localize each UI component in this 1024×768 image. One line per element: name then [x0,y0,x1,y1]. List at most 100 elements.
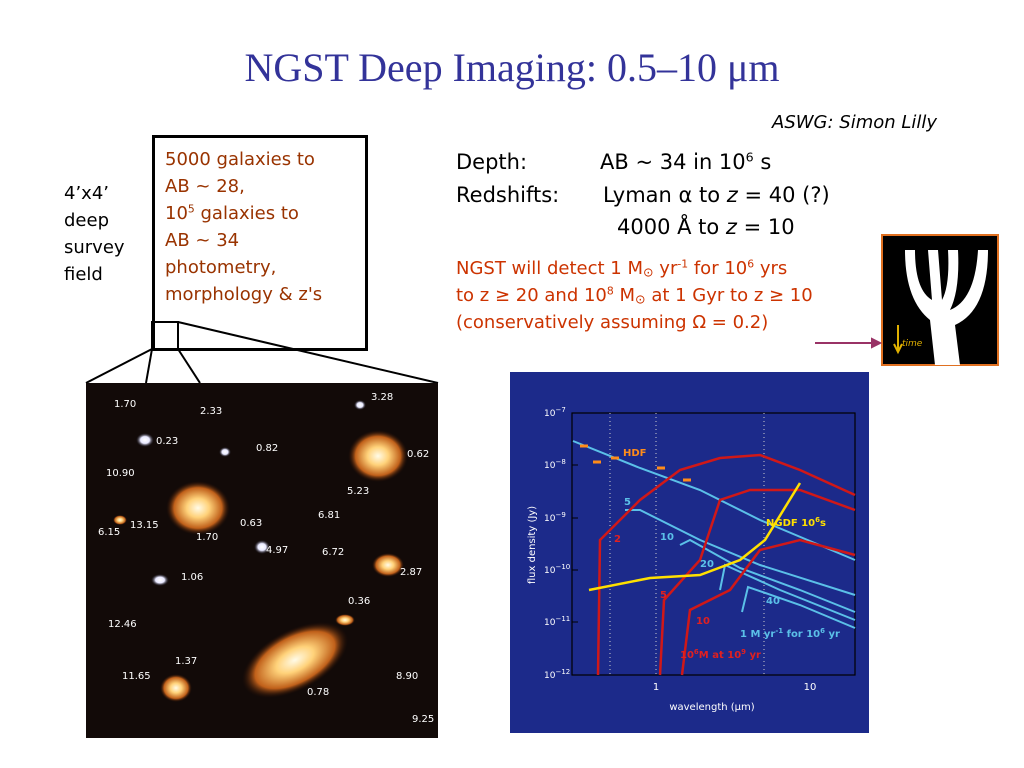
detection-line: (conservatively assuming Ω = 0.2) [456,312,769,333]
box-line: AB ~ 34 [165,230,240,251]
info-box [152,135,368,351]
redshift-label: 4.97 [266,545,288,556]
box-text: 5000 galaxies to AB ~ 28, 105 galaxies t… [165,146,322,308]
y-axis-label: flux density (Jy) [527,506,538,584]
hdf-label: HDF [623,448,647,459]
redshift-label: 8.90 [396,671,418,682]
text: yrs [754,258,788,279]
redshift-label: 13.15 [130,520,159,531]
pointer-arrow [815,337,883,349]
depth-label: Depth: [456,150,528,174]
x-tick-label: 10 [804,682,817,693]
text-part: for 10 [783,629,820,640]
sup: -1 [677,257,689,271]
redshift-label: 0.62 [407,449,429,460]
box-line: 5000 galaxies to [165,149,315,170]
plot-label: 10−9 [544,511,566,524]
text-part: −7 [555,406,565,414]
redshift-label: 2.33 [200,406,222,417]
redshift-line: Lyman α to z = 40 (?) [603,183,830,207]
x-axis-label: wavelength (μm) [669,702,754,713]
plot-label: 10−10 [544,563,570,576]
text: at 1 Gyr to z ≥ 10 [645,285,813,306]
text-part: 10 [544,671,556,681]
redshift-label: 12.46 [108,619,137,630]
redshifts-label: Redshifts: [456,183,560,207]
red-label: 10 [696,616,710,627]
sup: 6 [745,149,754,165]
sup: 6 [747,257,755,271]
blue-label: 10 [660,532,674,543]
field-line: survey [64,237,125,258]
text: z [725,215,737,239]
redshift-label: 6.15 [98,527,120,538]
text-part: NGDF 10 [766,518,815,529]
text-part: yr [746,650,761,661]
text-part: −9 [555,511,565,519]
plot-label: 10−11 [544,615,570,628]
text-part: yr [825,629,840,640]
text: α [678,183,693,207]
redshift-label: 1.70 [196,532,218,543]
text-part: 10 [544,409,556,419]
plot-label: 106M at 109 yr [680,648,761,661]
redshift-line: 4000 Å to z = 10 [617,215,795,239]
redshift-label: 3.28 [371,392,393,403]
sup: 8 [606,284,614,298]
box-line: AB ~ 28, [165,176,245,197]
depth-value: AB ~ 34 in 106 s [600,150,771,174]
text: Lyman [603,183,679,207]
redshift-label: 0.63 [240,518,262,529]
text: 10 [165,203,188,224]
plot-label: 1 M yr-1 for 106 yr [740,627,840,640]
redshift-label: 6.72 [322,547,344,558]
blue-label: 20 [700,559,714,570]
text: galaxies to [194,203,299,224]
time-icon: time [881,234,999,366]
redshift-label: 0.82 [256,443,278,454]
galaxy-image: 1.70 2.33 3.28 0.23 0.82 0.62 10.90 5.23 6.81 6.1… [86,383,438,738]
text-part: 9 [741,648,746,656]
redshift-label: 1.06 [181,572,203,583]
text: 4000 Å to [617,215,726,239]
redshift-label: 0.23 [156,436,178,447]
text-part: s [820,518,826,529]
text: s [753,150,772,174]
field-line: field [64,264,103,285]
text: yr [653,258,678,279]
text: for 10 [688,258,748,279]
x-tick-label: 1 [653,682,659,693]
text: AB ~ 34 in 10 [600,150,746,174]
text-part: −10 [555,563,570,571]
field-line: deep [64,210,109,231]
redshift-label: 0.78 [307,687,329,698]
text-part: 6 [820,627,825,635]
plot-label: 10−12 [544,668,570,681]
text: z [726,183,738,207]
text: NGST will detect 1 M [456,258,644,279]
red-label: 5 [660,590,667,601]
text-part: 10 [544,566,556,576]
credit: ASWG: Simon Lilly [772,112,938,133]
text: = 10 [736,215,795,239]
text-part: 10 [544,618,556,628]
text-part: 6 [694,648,699,656]
icon-label: time [902,339,923,349]
field-line: 4’x4’ [64,183,109,204]
text-part: 10 [680,650,694,661]
text-part: −12 [555,668,570,676]
text-part: 6 [815,516,820,524]
text: M [613,285,636,306]
text-part: M at 10 [699,650,741,661]
sub: ⊙ [635,291,646,307]
red-label: 2 [614,534,621,545]
box-line: 105 galaxies to [165,200,322,227]
blue-label: 5 [624,497,631,508]
detection-line: NGST will detect 1 M⊙ yr-1 for 106 yrs [456,258,787,279]
text: = 40 (?) [737,183,830,207]
plot-label: 10−8 [544,458,566,471]
text-part: -1 [775,627,783,635]
